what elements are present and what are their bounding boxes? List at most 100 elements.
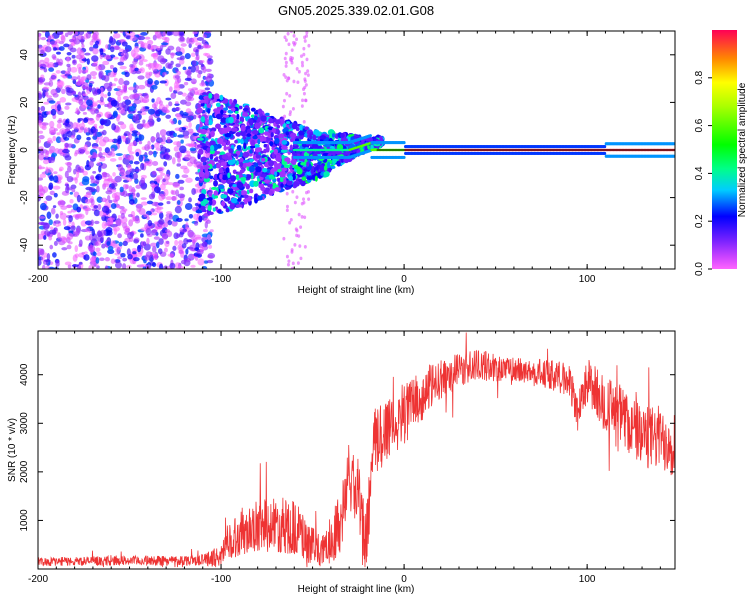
spectrogram-cell xyxy=(158,166,165,171)
spectrogram-cell xyxy=(127,254,133,260)
spectrogram-cell xyxy=(89,175,95,181)
spectrogram-cell xyxy=(74,149,80,155)
spectrogram-cell xyxy=(123,85,127,93)
spectrogram-cell xyxy=(189,147,197,152)
spectrogram-cell xyxy=(168,86,173,93)
spectrogram-cell xyxy=(132,192,136,200)
spectrogram-cell xyxy=(299,256,303,261)
spectrogram-cell xyxy=(106,178,113,182)
spectrogram-cell xyxy=(284,60,288,65)
spectrogram-cell xyxy=(200,165,204,173)
spectrogram-cell xyxy=(208,119,213,126)
spectrogram-cell xyxy=(278,118,285,125)
spectrogram-cell xyxy=(43,101,50,105)
spectrogram-cell xyxy=(213,108,220,113)
spectrogram-cell xyxy=(299,225,303,229)
spectrogram-cell xyxy=(331,150,336,157)
spectrogram-cell xyxy=(254,193,258,199)
spectrogram-cell xyxy=(87,127,91,134)
spectrogram-cell xyxy=(288,175,294,181)
spectrogram-cell xyxy=(136,93,144,97)
spectrogram-cell xyxy=(180,43,187,47)
spectrogram-cell xyxy=(74,245,78,253)
spectrogram-cell xyxy=(190,78,197,85)
snr-panel: -200 -100 0 100 1000 2000 3000 4000 Height of s… xyxy=(7,330,676,595)
spectrogram-cell xyxy=(70,76,78,81)
spectrogram-cell xyxy=(173,146,180,152)
spectrogram-cell xyxy=(117,163,124,172)
snr-xtick-label: 0 xyxy=(401,574,407,585)
spectrogram-cell xyxy=(240,124,246,132)
spectrogram-cell xyxy=(94,220,100,225)
spectrogram-cell xyxy=(122,95,129,101)
spectrogram-cell xyxy=(49,145,56,154)
spectrogram-cell xyxy=(299,145,303,150)
spectrogram-cell xyxy=(115,261,122,269)
spectrogram-cell xyxy=(249,188,254,194)
spectrogram-cell xyxy=(284,186,291,190)
spectrogram-cell xyxy=(141,59,148,62)
spectrogram-cell xyxy=(303,35,307,40)
spectrogram-cell xyxy=(102,60,110,66)
spectrogram-cell xyxy=(221,200,226,207)
spectrogram-cell xyxy=(49,190,55,196)
spectrogram-cell xyxy=(156,45,161,51)
spectrogram-cell xyxy=(275,154,282,162)
spectrogram-cell xyxy=(302,120,306,124)
spectrogram-cell xyxy=(127,154,135,162)
spectrogram-cell xyxy=(82,93,88,97)
spectrogram-cell xyxy=(74,230,80,237)
spectrogram-cell xyxy=(93,123,98,128)
spectrogram-cell xyxy=(151,191,156,199)
spectrogram-cell xyxy=(290,266,294,269)
spectrogram-cell xyxy=(281,137,288,142)
spectrogram-cell xyxy=(198,204,202,208)
spectrogram-cell xyxy=(332,157,338,164)
spectrogram-cell xyxy=(103,74,110,82)
spectrogram-cell xyxy=(104,223,110,227)
spectrogram-cell xyxy=(142,119,146,124)
spectrogram-cell xyxy=(147,39,154,46)
spectrogram-cell xyxy=(242,107,249,111)
spectrogram-cell xyxy=(132,251,137,255)
spectrogram-cell xyxy=(192,206,198,212)
spectrogram-cell xyxy=(306,73,310,77)
snr-line xyxy=(38,332,675,568)
spectrogram-cell xyxy=(202,229,208,233)
spectrogram-cell xyxy=(195,53,200,61)
spectrogram-cell xyxy=(124,99,132,106)
spectrogram-cell xyxy=(78,261,83,265)
spectrogram-cell xyxy=(48,100,56,104)
spectrogram-cell xyxy=(281,140,288,145)
spectrogram-cell xyxy=(92,135,98,140)
spectrogram-cell xyxy=(260,115,267,122)
spectrogram-cell xyxy=(96,185,100,193)
spectrogram-cell xyxy=(177,265,185,269)
spectrogram-cell xyxy=(113,77,118,82)
spectrogram-cell xyxy=(323,170,330,178)
spectrogram-cell xyxy=(300,60,304,65)
spectrogram-cell xyxy=(67,210,72,214)
snr-xtick-label: -100 xyxy=(211,574,231,585)
spectrogram-cell xyxy=(57,119,63,124)
spectrogram-cell xyxy=(78,243,83,248)
spectrogram-cell xyxy=(62,218,67,226)
spectrogram-cell xyxy=(92,251,97,257)
spectrogram-cell xyxy=(67,65,72,73)
spectrogram-cell xyxy=(306,69,310,73)
spectrogram-cell xyxy=(171,195,178,201)
spectrogram-cell xyxy=(103,54,112,60)
spectrogram-cell xyxy=(62,122,70,126)
spectrogram-cell xyxy=(118,156,123,161)
spectrogram-cell xyxy=(151,170,157,176)
spectrogram-cell xyxy=(186,70,192,76)
spectrogram-cell xyxy=(152,52,159,60)
spectrogram-cell xyxy=(52,46,57,51)
spectrogram-cell xyxy=(61,247,68,251)
spectrogram-cell xyxy=(153,186,161,194)
spectrogram-cell xyxy=(179,229,187,233)
spectrogram-cell xyxy=(163,247,168,253)
spectrogram-cell xyxy=(303,79,307,83)
spectrogram-cell xyxy=(141,106,146,111)
spectrogram-cell xyxy=(185,177,193,183)
